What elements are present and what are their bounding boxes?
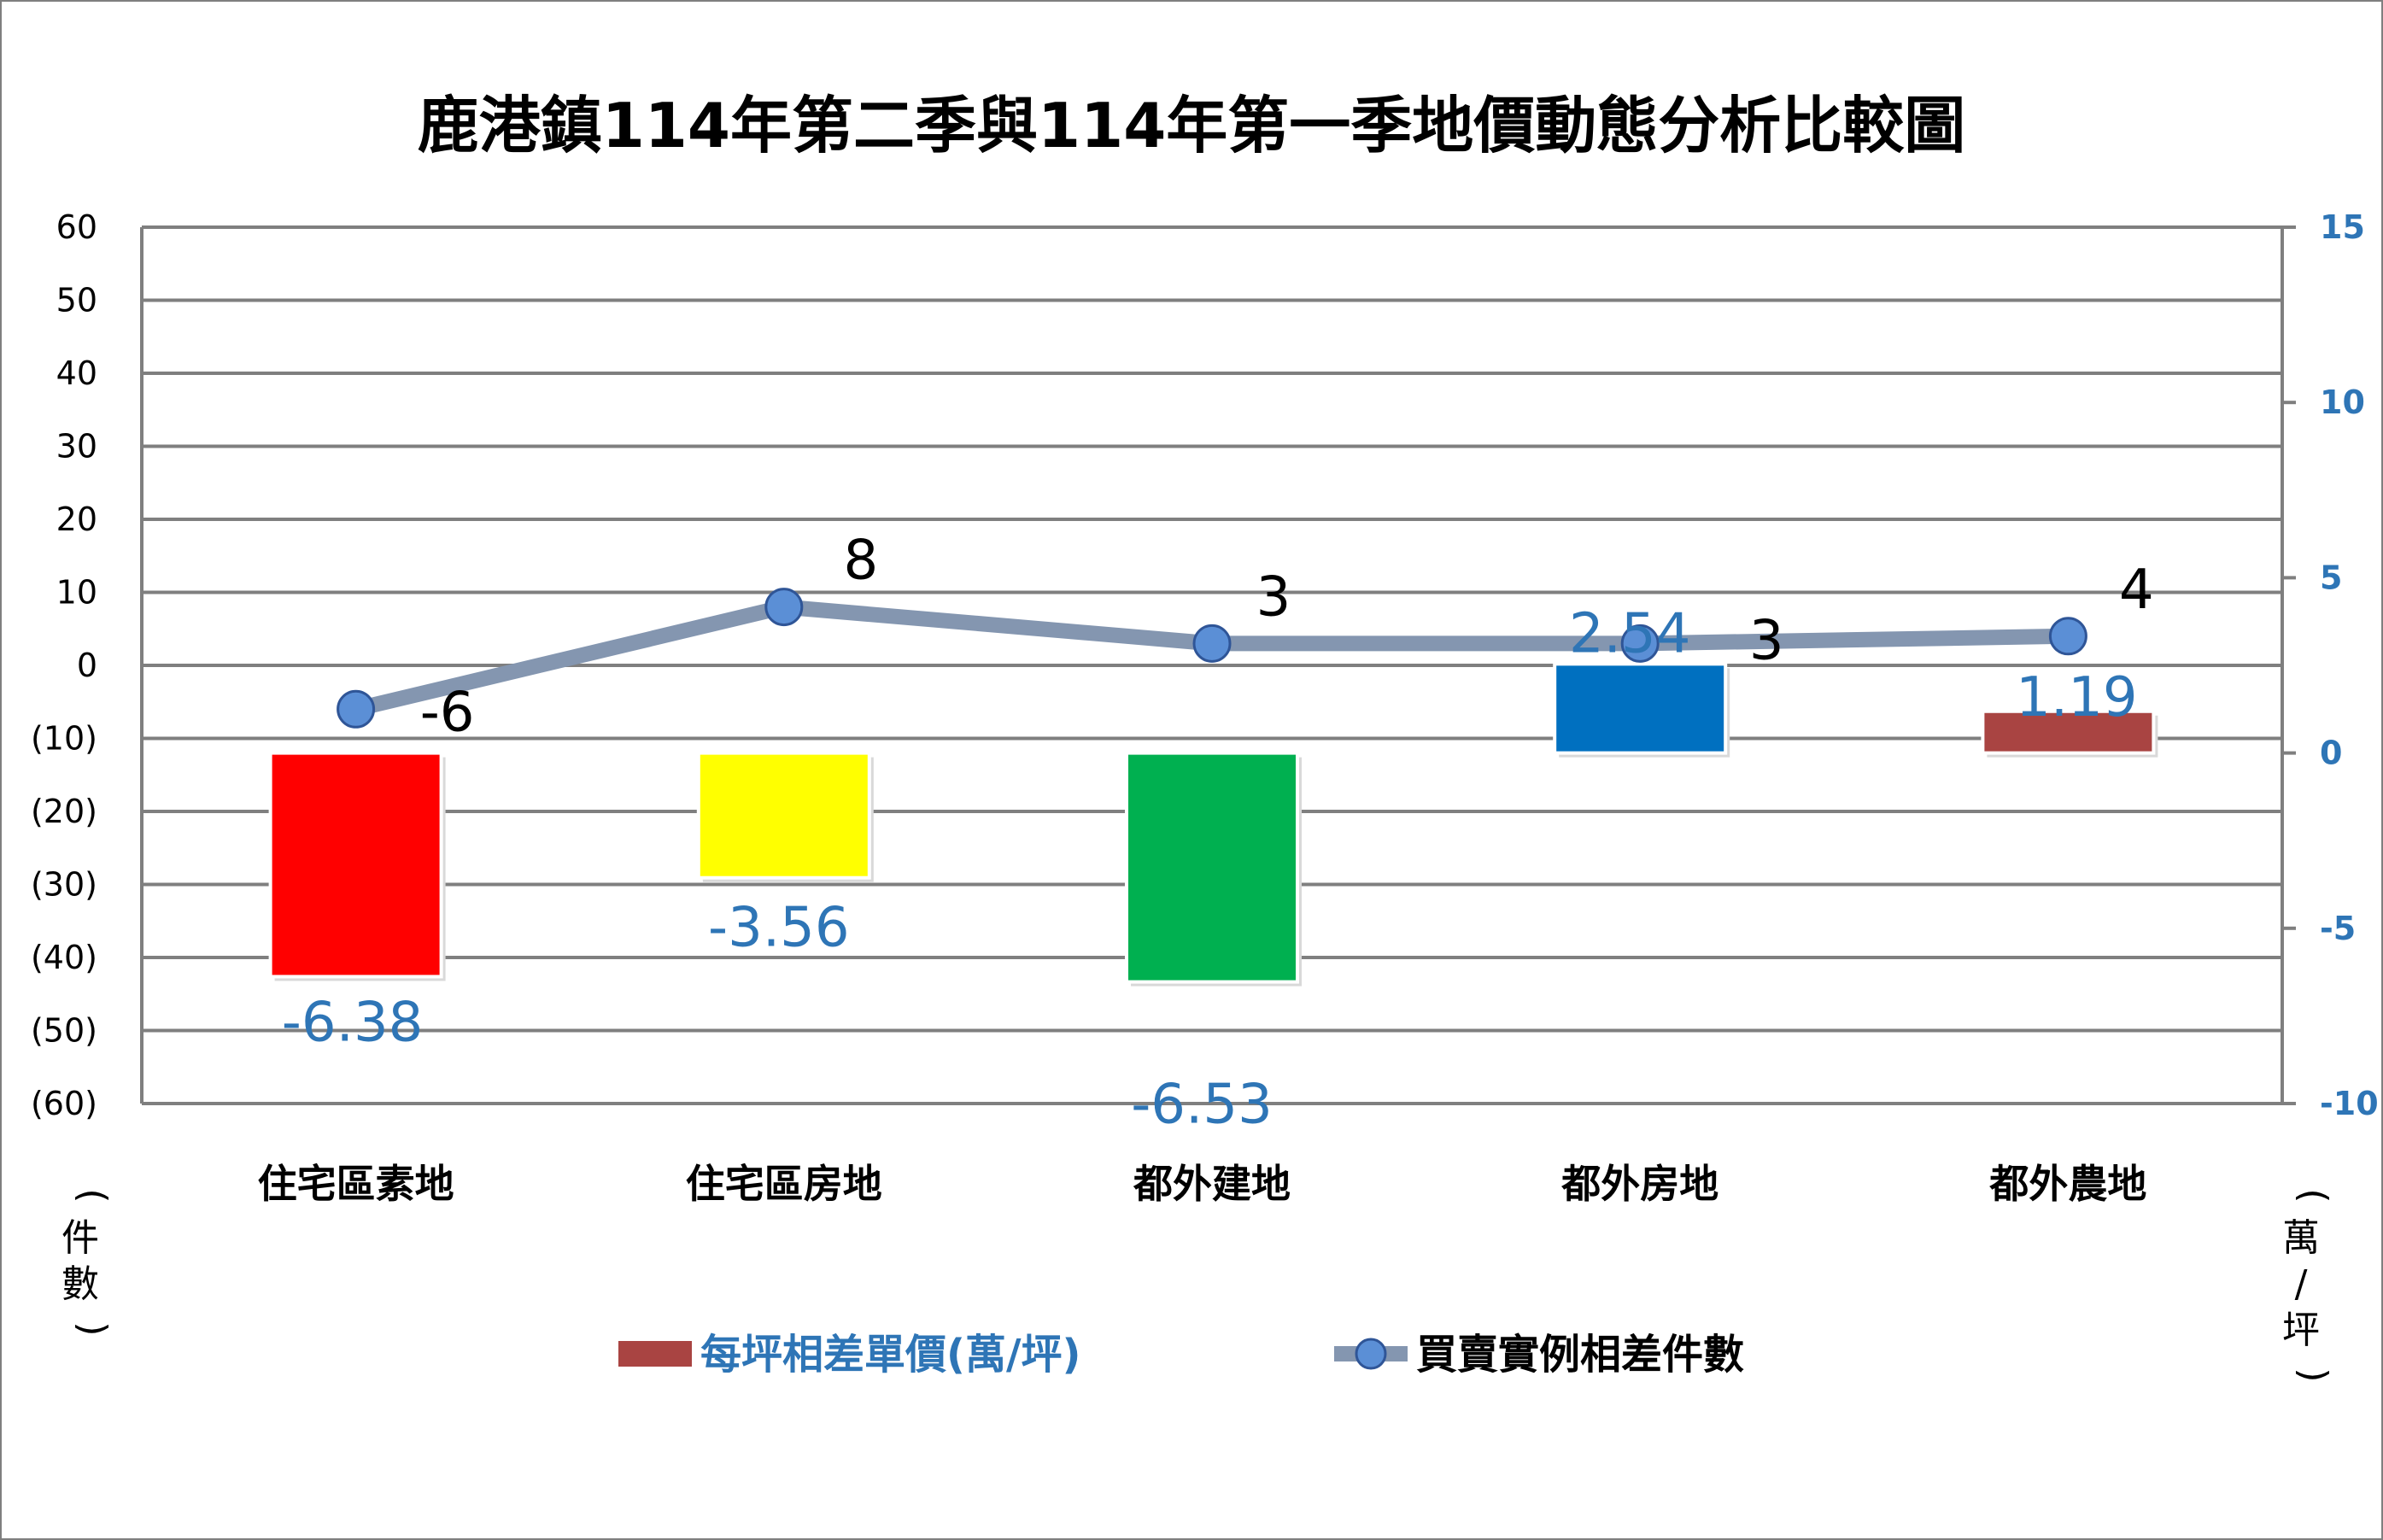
bar — [1125, 751, 1299, 984]
right-axis-title: ( 萬/坪) — [2282, 1188, 2335, 1382]
line-point — [1620, 624, 1660, 663]
chart-title: 鹿港鎮114年第二季與114年第一季地價動態分析比較圖 — [418, 90, 1966, 161]
line-data-label: 4 — [2119, 559, 2154, 622]
bar-data-label: -3.56 — [708, 897, 850, 960]
legend-swatch-marker — [1355, 1338, 1387, 1370]
bar — [268, 751, 443, 979]
right-tick-label: 10 — [2320, 384, 2365, 421]
line-data-label: 8 — [843, 530, 878, 593]
left-axis-title: ( 件數) — [61, 1188, 114, 1336]
axis-char: / — [2295, 1262, 2308, 1306]
left-tick-label: (40) — [31, 939, 97, 976]
left-tick-label: (50) — [31, 1012, 97, 1050]
axis-char: 坪 — [2282, 1309, 2320, 1352]
axis-paren: ) — [71, 1321, 114, 1336]
right-tick-label: 5 — [2320, 559, 2342, 596]
bar-data-label: 1.19 — [2016, 666, 2138, 729]
legend: 每坪相差單價(萬/坪) 買賣實例相差件數 — [618, 1331, 1744, 1379]
line-point — [764, 588, 804, 627]
axis-paren: ( — [71, 1188, 114, 1203]
data-labels: -6.38 -3.56 -6.53 2.54 1.19 -6 8 3 3 4 — [282, 530, 2154, 1137]
category-label: 都外建地 — [1133, 1161, 1291, 1207]
category-label: 住宅區房地 — [686, 1161, 882, 1207]
line-data-label: 3 — [1749, 609, 1784, 672]
legend-label-line: 買賣實例相差件數 — [1416, 1331, 1744, 1379]
bar — [1981, 709, 2156, 755]
bar-data-label: -6.38 — [282, 991, 424, 1054]
category-labels: 住宅區素地 住宅區房地 都外建地 都外房地 都外農地 — [258, 1161, 2147, 1207]
right-axis-ticks: -10 -5 0 5 10 15 — [2282, 208, 2379, 1122]
axis-char: 件 — [61, 1216, 99, 1260]
axis-titles: ( 件數) ( 萬/坪) — [61, 1188, 2335, 1382]
legend-swatch-bar — [618, 1341, 692, 1367]
bar-data-label: 2.54 — [1569, 602, 1691, 665]
line-data-label: 3 — [1256, 565, 1291, 629]
axis-char: 數 — [61, 1262, 99, 1306]
category-label: 都外房地 — [1560, 1161, 1718, 1207]
right-tick-label: -5 — [2320, 910, 2356, 947]
bar-data-label: -6.53 — [1131, 1074, 1273, 1137]
left-tick-label: (30) — [31, 866, 97, 904]
right-tick-label: -10 — [2320, 1085, 2379, 1122]
left-tick-label: 10 — [56, 574, 97, 612]
left-tick-label: (10) — [31, 720, 97, 758]
category-label: 都外農地 — [1988, 1161, 2146, 1207]
left-tick-label: 40 — [56, 354, 97, 392]
left-tick-label: 0 — [77, 647, 97, 684]
axis-paren: ) — [2292, 1367, 2335, 1382]
left-tick-label: (60) — [31, 1085, 97, 1122]
left-tick-label: 50 — [56, 282, 97, 319]
right-tick-label: 15 — [2320, 208, 2365, 246]
left-tick-label: 20 — [56, 501, 97, 538]
bar-series — [268, 662, 2158, 987]
axis-paren: ( — [2292, 1188, 2335, 1203]
category-label: 住宅區素地 — [258, 1161, 454, 1207]
bar — [1553, 662, 1728, 755]
left-axis-ticks: (60) (50) (40) (30) (20) (10) 0 10 20 30 40 50 60 — [31, 208, 97, 1122]
right-tick-label: 0 — [2320, 735, 2342, 772]
line-point — [337, 689, 376, 729]
line-data-label: -6 — [420, 681, 475, 744]
left-tick-label: 60 — [56, 208, 97, 246]
line-series — [337, 588, 2087, 729]
line-point — [1192, 624, 1232, 663]
axis-char: 萬 — [2282, 1216, 2320, 1260]
bar — [696, 751, 871, 880]
left-tick-label: 30 — [56, 428, 97, 466]
legend-label-bar: 每坪相差單價(萬/坪) — [700, 1331, 1080, 1379]
left-tick-label: (20) — [31, 793, 97, 830]
line-point — [2048, 617, 2087, 656]
